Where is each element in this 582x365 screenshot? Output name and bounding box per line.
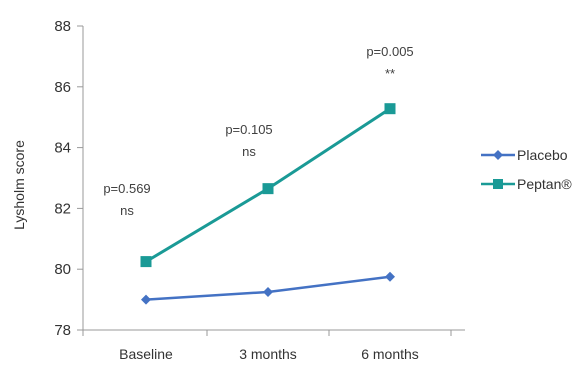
y-tick-label: 88 <box>54 18 71 35</box>
data-point <box>263 287 273 297</box>
y-tick-label: 84 <box>54 140 71 157</box>
data-point <box>140 256 152 268</box>
y-tick-label: 86 <box>54 79 71 96</box>
y-axis: 78 80 82 84 86 88 <box>54 18 84 339</box>
series-peptan <box>140 103 396 268</box>
x-tick-label: 6 months <box>361 346 419 362</box>
x-tick-label: Baseline <box>119 346 173 362</box>
series-layer <box>140 103 396 305</box>
data-point <box>385 271 395 282</box>
x-tick-label: 3 months <box>239 346 297 362</box>
p-value-label: p=0.105 <box>225 122 272 137</box>
y-tick-label: 80 <box>54 261 71 278</box>
annotation: p=0.105 ns <box>225 122 272 159</box>
annotation: p=0.005 ** <box>366 44 413 81</box>
legend-label: Placebo <box>517 147 568 163</box>
annotations: p=0.569 ns p=0.105 ns p=0.005 ** <box>103 44 413 218</box>
legend-swatch-marker <box>493 150 503 160</box>
data-point <box>384 103 396 115</box>
legend-swatch-marker <box>493 179 503 189</box>
y-axis-label: Lysholm score <box>11 140 27 230</box>
annotation: p=0.569 ns <box>103 181 150 218</box>
significance-label: ns <box>242 144 256 159</box>
y-tick-label: 82 <box>54 200 71 217</box>
legend-item-peptan: Peptan® <box>481 176 572 192</box>
legend-label: Peptan® <box>517 176 572 192</box>
significance-label: ** <box>385 66 395 81</box>
legend: Placebo Peptan® <box>481 147 572 192</box>
p-value-label: p=0.569 <box>103 181 150 196</box>
legend-item-placebo: Placebo <box>481 147 568 163</box>
y-tick-label: 78 <box>54 322 71 339</box>
p-value-label: p=0.005 <box>366 44 413 59</box>
data-point <box>262 183 274 195</box>
significance-label: ns <box>120 203 134 218</box>
x-axis: Baseline 3 months 6 months <box>82 329 465 362</box>
data-point <box>141 294 151 305</box>
series-placebo <box>141 271 395 305</box>
